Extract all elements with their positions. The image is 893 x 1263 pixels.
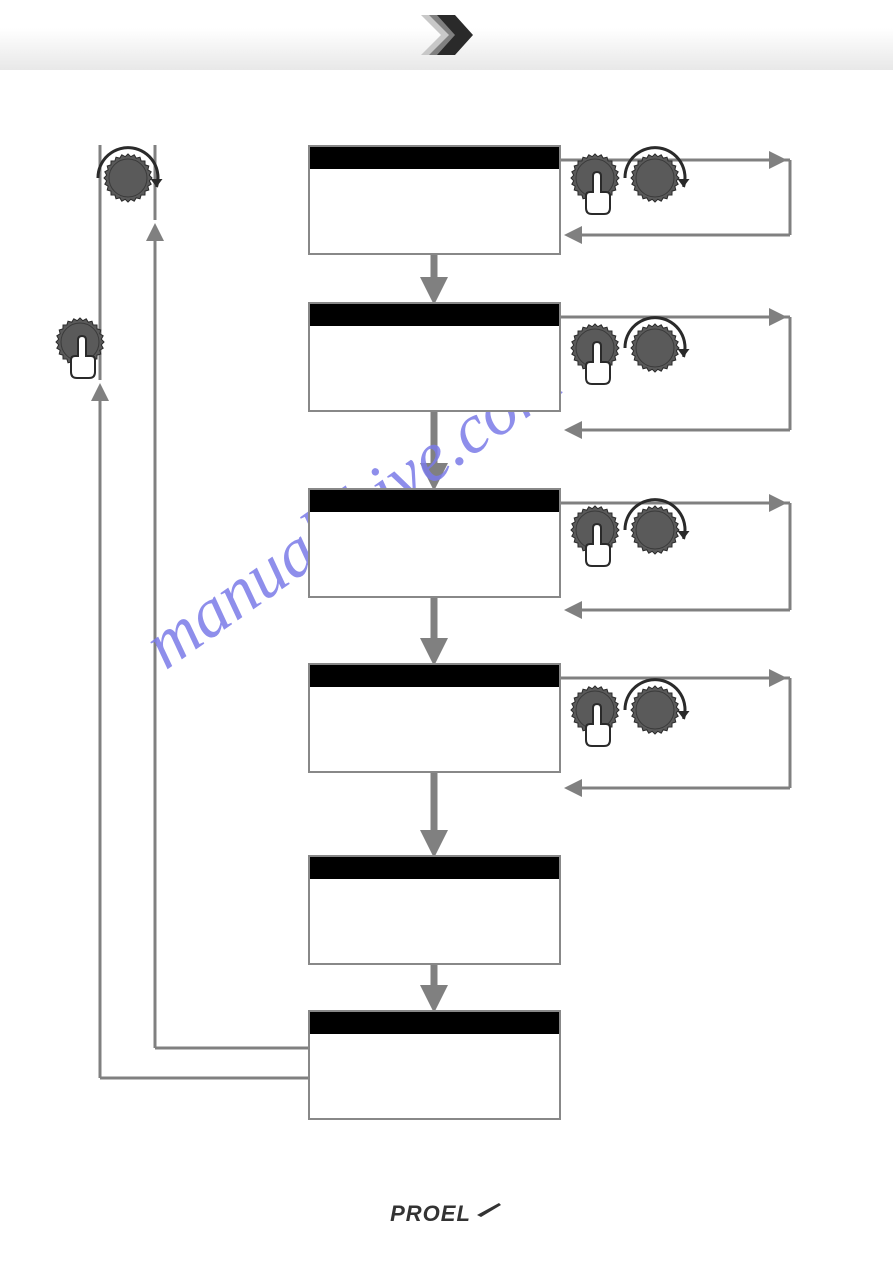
screen-titlebar (310, 1012, 559, 1034)
menu-screen-6 (308, 1010, 561, 1120)
menu-screen-2 (308, 302, 561, 412)
brand-swoosh-icon (475, 1201, 503, 1219)
screen-body (310, 1034, 559, 1118)
flowchart-canvas: manualshive.com (0, 70, 893, 1190)
menu-screen-1 (308, 145, 561, 255)
menu-screen-4 (308, 663, 561, 773)
page-header (0, 0, 893, 70)
screen-titlebar (310, 490, 559, 512)
screen-body (310, 326, 559, 410)
screen-titlebar (310, 147, 559, 169)
header-chevron-icon (421, 15, 473, 55)
rotate-knob-icon (631, 506, 679, 554)
footer-brand-logo: PROEL (0, 1201, 893, 1227)
footer-brand-text: PROEL (390, 1201, 471, 1227)
screen-body (310, 512, 559, 596)
screen-body (310, 687, 559, 771)
screen-body (310, 169, 559, 253)
rotate-knob-icon (631, 324, 679, 372)
rotate-knob-icon (104, 154, 152, 202)
menu-screen-3 (308, 488, 561, 598)
rotate-knob-icon (631, 686, 679, 734)
screen-body (310, 879, 559, 963)
screen-titlebar (310, 665, 559, 687)
menu-screen-5 (308, 855, 561, 965)
rotate-knob-icon (631, 154, 679, 202)
screen-titlebar (310, 857, 559, 879)
screen-titlebar (310, 304, 559, 326)
